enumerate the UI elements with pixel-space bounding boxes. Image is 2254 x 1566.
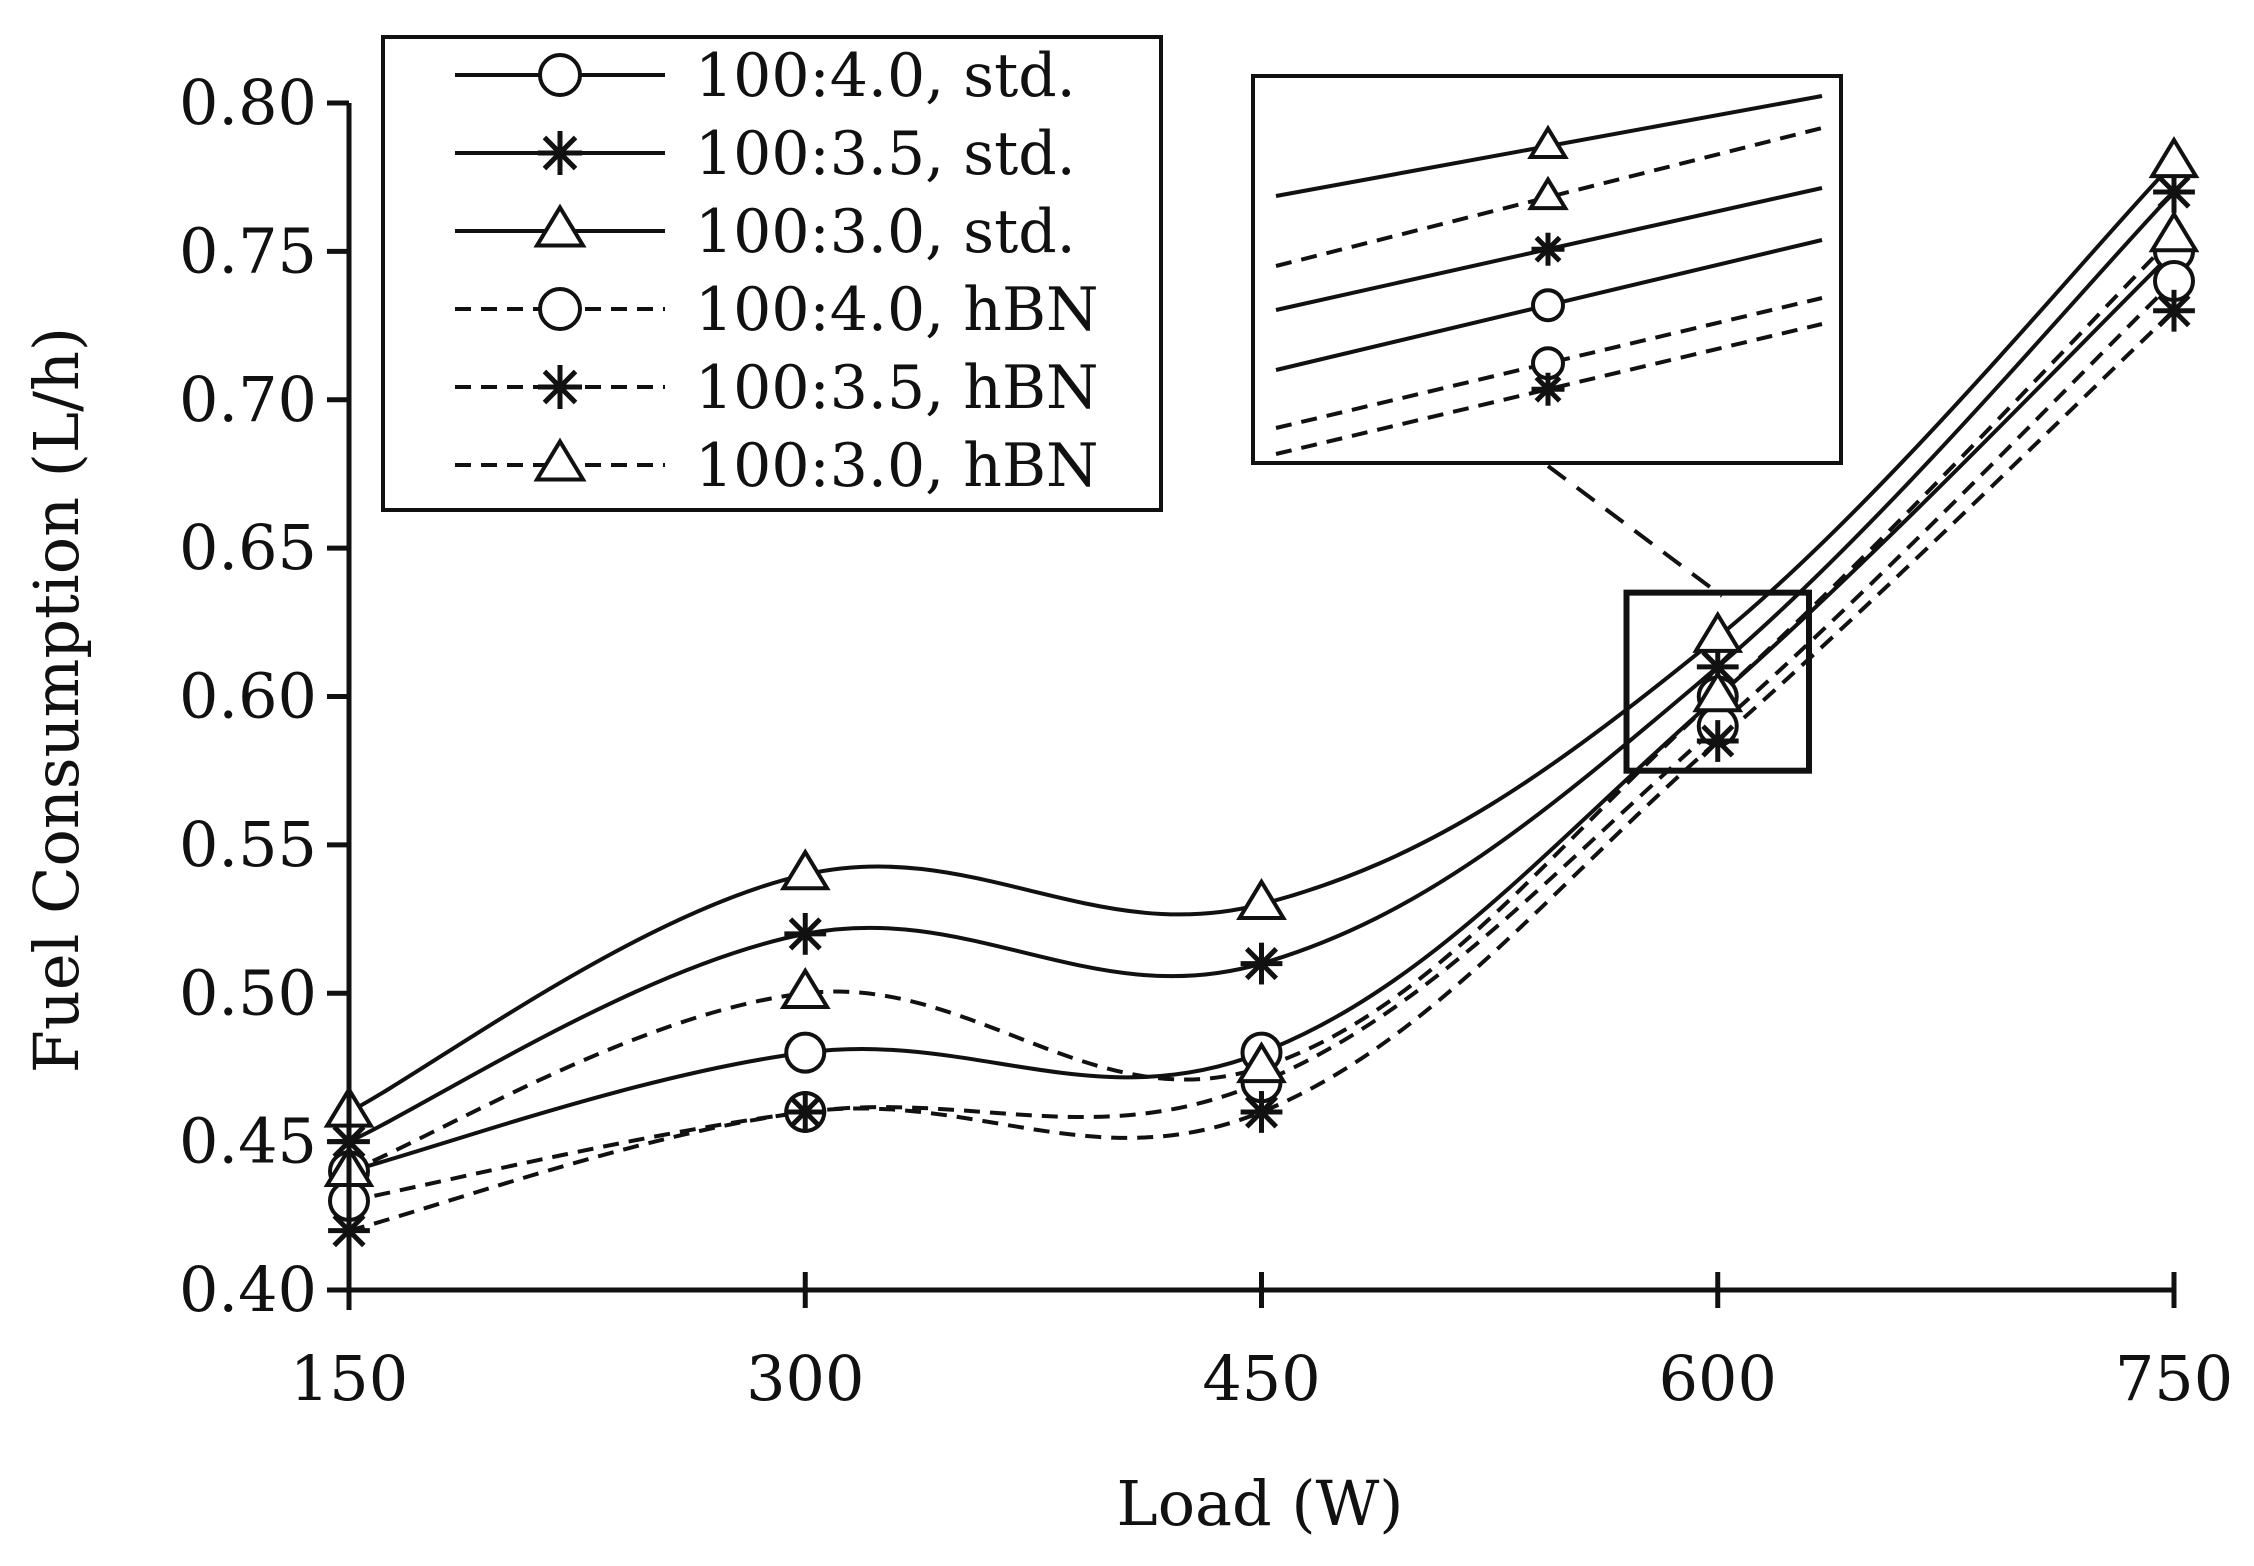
asterisk-stroke [542,369,578,405]
legend-label: 100:3.5, std. [695,119,1076,189]
data-point-s3-4 [1692,610,1744,653]
asterisk-stroke [2157,175,2191,209]
inset-line-2 [1275,126,1823,268]
legend-marker-5 [538,365,582,409]
data-point-s5-2 [784,1091,827,1133]
data-point-s6-4 [1692,670,1744,713]
data-point-s6-2 [779,967,831,1009]
asterisk-stroke [1244,947,1279,981]
y-tick-label: 0.65 [179,511,317,584]
series-line-3 [348,160,2176,1114]
asterisk-stroke [1701,724,1735,758]
inset-plot [1275,94,1823,456]
y-tick-label: 0.70 [179,363,317,436]
series-line-6 [348,235,2176,1174]
inset-marker-6 [1531,372,1565,406]
data-point-s5-3 [1240,1091,1283,1133]
series-line-4 [348,279,2176,1203]
data-point-s5-5 [2153,289,2195,332]
data-point-s2-3 [1240,942,1283,985]
legend-marker-4 [538,287,582,331]
legend-marker-3 [533,203,587,248]
x-tick-label: 450 [1202,1342,1320,1415]
x-tick-label: 300 [746,1342,864,1415]
y-tick-label: 0.75 [179,214,317,287]
series-line-2 [348,190,2176,1144]
asterisk-stroke [788,917,822,951]
data-point-s5-4 [1696,720,1739,762]
inset-marker-3 [1531,232,1565,266]
y-axis-title: Fuel Consumption (L/h) [20,327,93,1073]
asterisk-stroke [2157,294,2191,328]
data-point-s6-5 [2148,210,2200,253]
legend-label: 100:3.5, hBN [695,353,1099,423]
data-point-s6-3 [1236,1041,1287,1084]
data-point-s1-2 [784,1031,827,1074]
series-line-1 [348,249,2176,1174]
inset-marker-4 [1531,288,1565,323]
asterisk-stroke [1534,235,1562,263]
data-point-s3-2 [779,848,831,891]
legend-marker-1 [538,53,582,97]
legend-label: 100:3.0, hBN [695,431,1099,501]
asterisk-stroke [1534,375,1562,403]
legend-label: 100:4.0, hBN [695,275,1099,345]
asterisk-stroke [542,135,578,171]
inset-line-5 [1275,296,1823,430]
inset-marker-1 [1527,124,1569,160]
zoom-box [1623,589,1812,774]
x-axis-title: Load (W) [1117,1467,1404,1540]
y-tick-label: 0.80 [179,66,317,139]
asterisk-stroke [1244,1095,1279,1129]
x-tick-label: 150 [290,1342,408,1415]
legend-marker-6 [533,437,587,482]
inset-line-6 [1275,322,1823,456]
data-point-s3-3 [1236,877,1287,920]
data-point-s2-2 [784,913,827,955]
asterisk-stroke [1701,650,1735,684]
x-tick-label: 600 [1659,1342,1777,1415]
legend-label: 100:3.0, std. [695,197,1076,267]
data-point-s2-5 [2153,171,2195,213]
legend-marker-2 [538,131,582,175]
y-tick-label: 0.45 [179,1105,317,1178]
asterisk-stroke [788,1095,822,1129]
inset-marker-2 [1527,175,1569,211]
y-tick-label: 0.60 [179,660,317,733]
y-tick-label: 0.50 [179,956,317,1029]
y-tick-label: 0.40 [179,1253,317,1326]
zoom-connector [1546,464,1724,598]
legend-label: 100:4.0, std. [695,41,1076,111]
series-line-5 [348,309,2176,1233]
data-point-s3-5 [2148,136,2200,179]
legend-box [381,35,1163,512]
x-tick-label: 750 [2115,1342,2233,1415]
y-tick-label: 0.55 [179,808,317,881]
